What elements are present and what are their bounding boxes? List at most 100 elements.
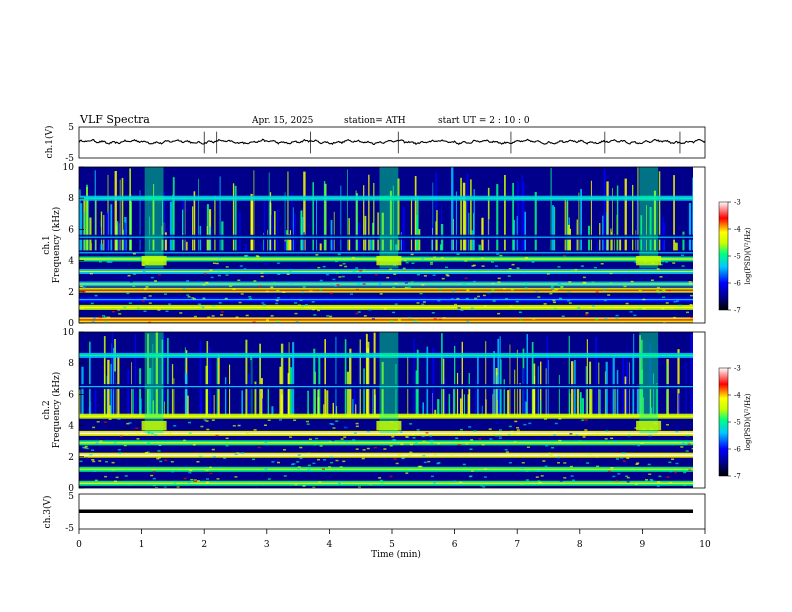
spectro-speckle (209, 466, 212, 469)
spectro-speckle (544, 418, 547, 420)
spectro-speckle (205, 467, 209, 469)
spectro-streak (274, 211, 276, 252)
spectro-speckle (92, 426, 96, 429)
spectro-speckle (307, 452, 311, 455)
spectro-speckle (305, 304, 308, 306)
spectro-speckle (404, 286, 408, 289)
spectro-streak (95, 199, 97, 252)
spectro-streak (131, 362, 132, 417)
spectro-speckle (535, 476, 539, 478)
spectro-streak (262, 398, 263, 417)
spectro-speckle (306, 423, 310, 425)
colorbar-tick-label: -5 (734, 419, 741, 427)
spectro-streak (173, 378, 175, 417)
spectro-speckle (634, 427, 638, 429)
spectro-speckle (437, 300, 441, 302)
spectro-speckle (662, 296, 666, 298)
spectro-streak (149, 367, 152, 417)
spectro-speckle (575, 434, 579, 436)
spectro-streak (89, 217, 92, 252)
spectro-speckle (283, 449, 286, 451)
spectro-speckle (271, 461, 275, 463)
spectro-speckle (557, 462, 560, 464)
spectro-streak (317, 389, 319, 417)
spectro-speckle (603, 288, 607, 291)
spectro-streak (434, 409, 437, 417)
spectro-speckle (416, 302, 420, 304)
spectro-streak (114, 371, 117, 417)
spectro-speckle (252, 458, 255, 461)
spectro-streak (586, 339, 588, 417)
spectro-speckle (132, 285, 136, 287)
spectro-speckle (484, 468, 488, 470)
spectro-streak (313, 348, 316, 417)
spectro-speckle (150, 276, 154, 279)
spectro-speckle (357, 276, 361, 278)
spectro-speckle (487, 291, 491, 294)
spectro-speckle (279, 419, 282, 421)
spectro-speckle (523, 423, 527, 426)
spectro-speckle (610, 467, 614, 469)
spectro-speckle (253, 429, 257, 431)
spectro-speckle (689, 294, 693, 297)
spectro-speckle (295, 321, 299, 323)
spectro-speckle (412, 437, 416, 439)
spectro-speckle (524, 287, 528, 289)
spectro-streak (413, 338, 415, 417)
spectro-speckle (192, 298, 196, 300)
spectro-streak (532, 386, 535, 417)
x-tick-label: 5 (389, 540, 395, 550)
spectro-streak (289, 367, 293, 417)
spectro-speckle (437, 442, 441, 445)
time-axis-label: Time (min) (371, 549, 421, 560)
spectro-speckle (462, 463, 466, 466)
spectro-speckle (357, 486, 361, 488)
spectro-streak (614, 385, 616, 417)
spectro-speckle (338, 276, 342, 278)
spectro-speckle (399, 431, 403, 433)
x-tick-label: 4 (327, 540, 333, 550)
spectro-speckle (286, 273, 290, 275)
spectro-streak (259, 343, 261, 417)
spectro-speckle (455, 437, 459, 439)
ch1-ytick-bottom: -5 (65, 154, 74, 164)
spectro-speckle (329, 284, 333, 286)
spectro-speckle (309, 290, 313, 292)
spectro-speckle (421, 258, 425, 260)
spectro-speckle (690, 316, 693, 319)
spectro-streak (364, 215, 367, 252)
spectro-streak (503, 379, 505, 417)
spectro-streak (185, 373, 188, 417)
spectro-speckle (457, 307, 461, 309)
spectro-streak (606, 181, 609, 252)
spectro-speckle (658, 475, 662, 478)
spectro-streak (437, 399, 440, 417)
spectro-speckle (252, 321, 256, 323)
spectro-speckle (353, 432, 357, 434)
spectro-speckle (521, 467, 524, 470)
spectro-streak (460, 177, 462, 252)
spectro-speckle (132, 253, 136, 255)
spectro-speckle (520, 482, 524, 485)
spectro-speckle (422, 440, 426, 443)
spectro-streak (358, 345, 359, 417)
spectro-speckle (421, 303, 425, 305)
ch2-spectrogram-frame (78, 331, 706, 489)
spectro-speckle (234, 453, 238, 456)
spectro-streak (284, 192, 286, 252)
spectro-speckle (656, 290, 660, 292)
freq-tick-label: 10 (63, 328, 75, 338)
spectro-speckle (115, 476, 119, 479)
spectro-speckle (265, 290, 269, 293)
spectro-speckle (545, 445, 549, 447)
spectro-speckle (237, 279, 241, 281)
spectro-speckle (423, 461, 427, 464)
spectro-speckle (446, 275, 450, 277)
spectro-speckle (98, 460, 102, 462)
spectro-streak (281, 394, 283, 417)
spectro-speckle (238, 423, 242, 425)
spectro-speckle (188, 432, 192, 434)
spectro-speckle (249, 298, 252, 300)
spectro-streak (626, 346, 628, 417)
spectro-speckle (243, 268, 247, 270)
